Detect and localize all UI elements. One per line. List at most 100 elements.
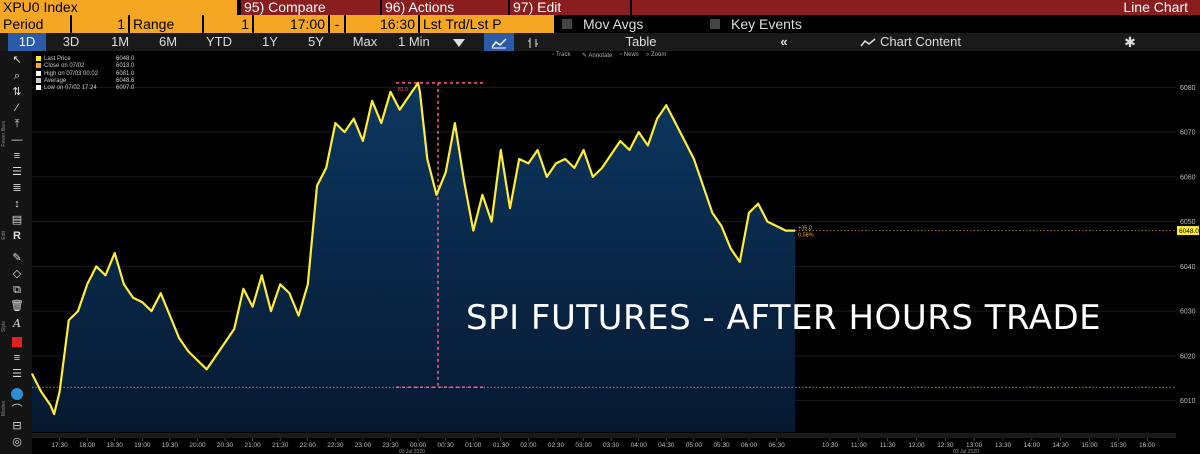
tab-5y[interactable]: 5Y [308, 34, 324, 49]
data-point [53, 413, 55, 415]
tab-max[interactable]: Max [352, 34, 378, 49]
chart-content-button[interactable]: Chart Content [860, 33, 1010, 51]
x-tick-label: 05:30 [713, 442, 730, 449]
ticker-field[interactable]: XPU0 Index [0, 0, 237, 15]
arrow-icon[interactable]: ↕ [14, 198, 20, 210]
trend-line-icon[interactable]: ⁄ [16, 102, 18, 114]
copy-icon[interactable]: ⧉ [13, 284, 21, 296]
actions-menu[interactable]: 96) Actions [382, 0, 508, 15]
tab-6m[interactable]: 6M [158, 34, 178, 49]
hline-icon[interactable]: — [11, 134, 23, 146]
x-tick-label: 11:30 [880, 442, 896, 449]
table-button[interactable]: Table [625, 34, 657, 49]
x-tick-label: 03:00 [575, 442, 592, 449]
data-point [472, 229, 474, 232]
sort-icon[interactable]: ⇅ [12, 86, 22, 98]
x-tick-label: 20:30 [217, 442, 234, 449]
data-point [518, 158, 520, 160]
track-tool[interactable]: ▫ Track [552, 52, 571, 58]
delete-icon[interactable]: 🗑 [10, 300, 24, 312]
sidebar-label-style: Style [1, 321, 7, 333]
color-swatch-icon[interactable] [10, 335, 24, 349]
ruler-icon[interactable]: ▤ [11, 214, 23, 226]
annotate-tool[interactable]: ✎ Annotate [582, 53, 613, 59]
tab-1d[interactable]: 1D [8, 33, 46, 51]
data-point [343, 131, 346, 133]
interval-dropdown[interactable] [450, 33, 468, 51]
legend-entry-high: High on 07/03 00:02 6081.0 [36, 70, 134, 78]
edit-menu[interactable]: 97) Edit [510, 0, 630, 15]
x-tick-label: 05:00 [686, 442, 703, 449]
data-point [279, 283, 281, 285]
parallel-lines-icon[interactable]: ≡ [13, 150, 21, 162]
tab-3d[interactable]: 3D [62, 34, 80, 49]
legend-label: Average [44, 77, 67, 84]
end-time-input[interactable]: 16:30 [346, 15, 418, 33]
cursor-icon[interactable]: ↖ [12, 54, 22, 66]
collapse-button[interactable]: « [780, 34, 788, 49]
x-axis-scrollbar [32, 433, 1176, 438]
mov-avgs-label: Mov Avgs [583, 16, 644, 32]
zoom-icon[interactable]: ⌕ [13, 70, 21, 82]
data-point [684, 140, 686, 142]
settings-button[interactable]: ✱ [1118, 33, 1142, 51]
horizontal-line-icon[interactable]: ⤒ [14, 118, 20, 130]
interval-label: 1 Min [398, 34, 430, 49]
magnet-icon[interactable]: ⌒ [11, 404, 23, 416]
data-point [555, 162, 557, 165]
line-style-icon[interactable]: ≡ [13, 352, 21, 364]
line-chart-button[interactable] [484, 33, 514, 51]
chart-grid [32, 86, 1176, 402]
start-time-input[interactable]: 17:00 [254, 15, 328, 33]
key-events-checkbox[interactable] [710, 15, 726, 33]
data-point [417, 82, 419, 84]
regression-icon[interactable]: R [13, 230, 21, 242]
data-point [169, 315, 171, 317]
bar-chart-icon [528, 37, 538, 48]
data-point [748, 212, 750, 214]
tab-1m[interactable]: 1M [110, 34, 130, 49]
time-separator: - [330, 15, 344, 33]
tab-1y[interactable]: 1Y [262, 34, 278, 49]
channel-icon[interactable]: ☰ [12, 166, 22, 178]
data-point [739, 261, 741, 263]
x-tick-label: 00:00 [410, 442, 427, 449]
candlestick-button[interactable] [520, 33, 546, 51]
x-tick-label: 04:30 [658, 442, 675, 449]
marker-label: 81.0 [398, 87, 408, 93]
data-point [638, 131, 640, 133]
tab-ytd[interactable]: YTD [206, 34, 232, 49]
data-point [178, 337, 180, 339]
legend-label: Low on 07/02 17:24 [44, 85, 97, 92]
data-point [619, 140, 621, 142]
crosshair-mode-icon[interactable] [10, 387, 24, 401]
zoom-tool[interactable]: ⌕ Zoom [646, 52, 667, 58]
data-point [123, 283, 125, 285]
line-width-icon[interactable]: ☰ [12, 368, 22, 380]
compare-menu[interactable]: 95) Compare [241, 0, 380, 15]
data-point [564, 158, 566, 160]
data-point [408, 95, 410, 97]
period-input[interactable]: 1 [72, 15, 128, 33]
gear-icon: ✱ [1124, 34, 1136, 50]
price-field-select[interactable]: Lst Trd/Lst P [420, 15, 554, 33]
visibility-icon[interactable]: ◎ [12, 436, 22, 448]
data-point [481, 194, 484, 196]
lock-icon[interactable]: ⊟ [12, 420, 22, 432]
y-tick-label: 6060 [1180, 174, 1196, 181]
text-tool-icon[interactable]: A [13, 317, 21, 330]
data-point [785, 229, 787, 232]
mov-avgs-checkbox[interactable] [562, 15, 578, 33]
data-point [316, 185, 318, 187]
shapes-icon[interactable]: ◇ [12, 268, 22, 280]
pen-icon[interactable]: ✎ [12, 252, 22, 264]
sidebar-label-modes: Modes [1, 401, 7, 417]
fib-icon[interactable]: ≣ [12, 182, 22, 194]
range-input[interactable]: 1 [204, 15, 252, 33]
date-label: 03 Jul 2020 [953, 449, 979, 454]
x-tick-label: 03:30 [603, 442, 620, 449]
news-tool[interactable]: ▫ News [620, 52, 639, 58]
interval-select[interactable]: 1 Min [398, 33, 446, 51]
data-point [656, 118, 658, 120]
